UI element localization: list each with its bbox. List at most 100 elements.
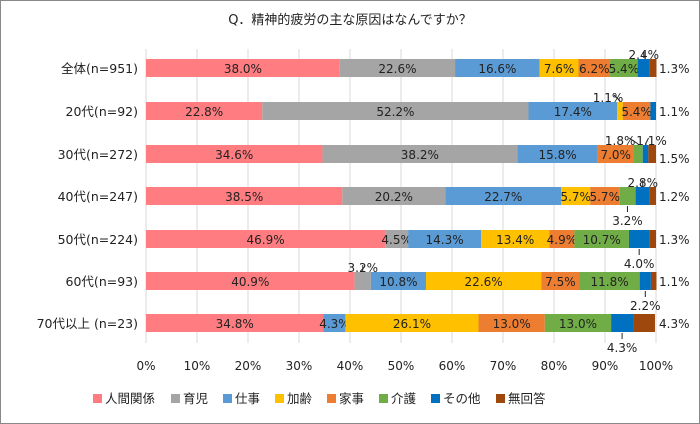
data-label: 5.7% xyxy=(560,190,591,204)
data-label: 5.7% xyxy=(589,190,620,204)
bar-segment xyxy=(322,145,518,163)
bar-segment xyxy=(528,102,618,120)
data-label: 40.9% xyxy=(231,275,269,289)
data-label: 1.1% xyxy=(659,105,690,119)
bar-segment xyxy=(633,145,643,163)
bar-segment xyxy=(649,59,657,77)
bar-segment xyxy=(345,314,479,332)
legend-swatch xyxy=(496,394,505,403)
bar-segment xyxy=(617,102,623,120)
x-tick-label: 80% xyxy=(541,359,568,373)
bar-segment xyxy=(610,59,638,77)
x-tick-label: 20% xyxy=(235,359,262,373)
bar-segment xyxy=(146,102,263,120)
legend-label: 無回答 xyxy=(508,391,546,406)
data-label: 5.4% xyxy=(621,105,652,119)
data-label: 38.2% xyxy=(401,148,439,162)
bar-segment xyxy=(385,230,409,248)
data-label: 38.5% xyxy=(225,190,263,204)
x-tick-label: 60% xyxy=(439,359,466,373)
data-label: 1.1% xyxy=(593,91,624,105)
data-label: 4.0% xyxy=(624,257,655,271)
data-label: 13.0% xyxy=(559,317,597,331)
bar-segment xyxy=(650,272,657,290)
bar-segment xyxy=(574,230,629,248)
data-label: 1.3% xyxy=(659,233,690,247)
data-label: 34.6% xyxy=(215,148,253,162)
legend-swatch xyxy=(275,394,284,403)
bar-segment xyxy=(478,314,545,332)
legend-label: 介護 xyxy=(391,391,417,406)
bar-segment xyxy=(445,187,562,205)
bar-segment xyxy=(539,59,579,77)
category-label: 20代(n=92) xyxy=(66,104,138,119)
bar-segment xyxy=(146,145,323,163)
bar-segment xyxy=(146,272,355,290)
x-tick-label: 10% xyxy=(184,359,211,373)
data-label: 4.5% xyxy=(381,233,412,247)
bar-segment xyxy=(590,187,620,205)
data-label: 6.2% xyxy=(579,62,610,76)
data-label: 1.3% xyxy=(659,62,690,76)
category-label: 50代(n=224) xyxy=(58,232,138,247)
data-label: 10.7% xyxy=(583,233,621,247)
legend-swatch xyxy=(379,394,388,403)
bar-segment xyxy=(578,59,611,77)
data-label: 1.1% xyxy=(659,275,690,289)
legend-label: その他 xyxy=(443,391,481,406)
bar-segment xyxy=(544,314,612,332)
data-label: 7.0% xyxy=(600,148,631,162)
category-label: 60代(n=93) xyxy=(66,274,138,289)
bar-segment xyxy=(354,272,371,290)
legend-swatch xyxy=(93,394,102,403)
leader-line xyxy=(613,94,621,102)
bar-segment xyxy=(481,230,550,248)
leader-line xyxy=(645,137,649,145)
x-tick-label: 40% xyxy=(337,359,364,373)
data-label: 10.8% xyxy=(379,275,417,289)
legend-swatch xyxy=(327,394,336,403)
data-label: 4.3% xyxy=(607,341,638,355)
legend-label: 加齢 xyxy=(287,391,313,406)
x-tick-label: 50% xyxy=(388,359,415,373)
bar-segment xyxy=(619,187,636,205)
data-label: 4.3% xyxy=(659,317,690,331)
bar-segment xyxy=(146,59,340,77)
data-label: 2.2% xyxy=(630,299,661,313)
bar-segment xyxy=(635,187,650,205)
bar-segment xyxy=(146,230,386,248)
data-label: 2.8% xyxy=(627,176,658,190)
data-label: 22.6% xyxy=(465,275,503,289)
bar-segment xyxy=(146,314,324,332)
bar-segment xyxy=(633,314,655,332)
legend-label: 育児 xyxy=(183,391,208,406)
bar-segment xyxy=(146,187,343,205)
data-label: 22.8% xyxy=(185,105,223,119)
data-label: 13.0% xyxy=(493,317,531,331)
data-label: 20.2% xyxy=(375,190,413,204)
bar-segment xyxy=(262,102,529,120)
data-label: 14.3% xyxy=(426,233,464,247)
bar-segment xyxy=(579,272,640,290)
bar-segment xyxy=(639,272,651,290)
data-label: 3.2% xyxy=(612,214,643,228)
x-tick-label: 0% xyxy=(136,359,155,373)
bar-segment xyxy=(342,187,446,205)
bar-segment xyxy=(649,230,656,248)
x-tick-label: 70% xyxy=(490,359,517,373)
legend-label: 仕事 xyxy=(235,391,260,406)
data-label: 4.3% xyxy=(319,317,350,331)
data-label: 5.4% xyxy=(609,62,640,76)
legend-swatch xyxy=(431,394,440,403)
data-label: 1.2% xyxy=(659,190,690,204)
bar-segment xyxy=(622,102,651,120)
x-tick-label: 90% xyxy=(592,359,619,373)
data-label: 22.7% xyxy=(484,190,522,204)
data-label: 7.5% xyxy=(545,275,576,289)
x-tick-label: 100% xyxy=(639,359,673,373)
leader-line xyxy=(628,137,639,145)
data-label: 16.6% xyxy=(478,62,516,76)
bar-segment xyxy=(597,145,634,163)
bar-segment xyxy=(642,145,649,163)
bar-segment xyxy=(408,230,482,248)
